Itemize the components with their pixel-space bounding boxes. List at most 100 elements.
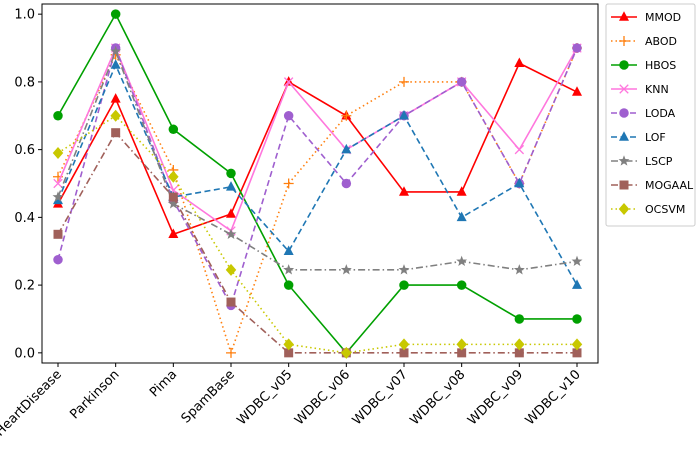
marker-diamond	[52, 147, 64, 160]
marker-star	[110, 45, 122, 57]
marker-triangle	[168, 228, 179, 239]
marker-circle	[168, 124, 179, 135]
marker-triangle	[619, 131, 629, 141]
series-line	[57, 62, 578, 286]
x-tick-label: Pima	[147, 367, 180, 400]
marker-circle	[619, 108, 629, 118]
x-tick-label: WDBC_v09	[465, 367, 526, 428]
marker-triangle	[341, 143, 352, 154]
marker-triangle	[399, 186, 409, 196]
marker-square	[514, 348, 524, 358]
legend-entry: LSCP	[611, 155, 673, 168]
marker-circle	[110, 9, 121, 19]
marker-diamond	[341, 346, 352, 359]
marker-square	[111, 128, 121, 138]
marker-circle	[283, 280, 294, 290]
x-tick-label: WDBC_v08	[407, 367, 468, 428]
marker-triangle	[110, 93, 121, 103]
marker-circle	[572, 43, 582, 53]
marker-plus	[283, 178, 294, 189]
marker-diamond	[456, 338, 467, 351]
x-tick-label: HeartDisease	[0, 367, 65, 439]
legend-entry: LODA	[611, 107, 676, 120]
marker-diamond	[514, 338, 525, 351]
marker-diamond	[225, 263, 237, 276]
marker-triangle	[456, 186, 467, 196]
legend-entry: HBOS	[611, 59, 676, 72]
marker-diamond	[283, 338, 294, 351]
marker-circle	[53, 111, 63, 121]
marker-triangle	[110, 59, 121, 69]
legend-label: LOF	[645, 131, 666, 144]
marker-triangle	[572, 279, 582, 289]
series-ocsvm	[52, 109, 583, 359]
series-mmod	[53, 57, 582, 239]
legend-label: MOGAAL	[645, 179, 694, 192]
series-line	[57, 49, 578, 271]
legend-entry: ABOD	[611, 35, 677, 48]
marker-star	[167, 198, 179, 209]
marker-star	[52, 191, 64, 202]
series-line	[57, 45, 578, 308]
x-tick-label: SpamBase	[179, 367, 238, 426]
series-layer	[52, 9, 583, 359]
marker-triangle	[572, 86, 582, 96]
marker-diamond	[168, 170, 179, 183]
x-tick-label: WDBC_v05	[234, 367, 295, 428]
legend-label: MMOD	[645, 11, 681, 24]
legend-frame	[605, 3, 696, 227]
marker-triangle	[399, 110, 409, 120]
series-hbos	[53, 9, 582, 358]
series-mogaal	[53, 128, 582, 358]
legend-label: LSCP	[645, 155, 673, 168]
series-line	[57, 47, 578, 356]
series-lscp	[52, 45, 583, 275]
legend-entry: LOF	[611, 131, 666, 144]
plot-frame	[41, 3, 599, 364]
legend-entry: KNN	[611, 83, 669, 96]
x-tick-label: Parkinson	[67, 367, 122, 422]
marker-triangle	[456, 211, 467, 222]
marker-circle	[572, 314, 582, 324]
marker-star	[618, 155, 630, 166]
legend-entry: MMOD	[611, 11, 681, 24]
series-line	[57, 114, 577, 354]
marker-plus	[399, 76, 409, 87]
marker-star	[571, 255, 583, 267]
legend-label: KNN	[645, 83, 669, 96]
series-line	[57, 12, 577, 355]
marker-circle	[283, 111, 294, 121]
marker-circle	[619, 60, 629, 70]
marker-circle	[514, 314, 525, 324]
marker-diamond	[571, 338, 583, 351]
y-tick-label: 1.0	[14, 8, 35, 23]
marker-star	[398, 264, 410, 275]
marker-triangle	[514, 177, 525, 188]
marker-x	[514, 144, 525, 155]
y-tick-label: 0.4	[14, 211, 35, 226]
marker-square	[168, 192, 178, 202]
x-tick-label: WDBC_v10	[523, 367, 584, 428]
marker-circle	[399, 280, 409, 290]
series-line	[57, 131, 577, 354]
series-line	[57, 62, 578, 236]
marker-star	[456, 255, 468, 267]
legend-label: LODA	[645, 107, 676, 120]
marker-triangle	[226, 181, 236, 191]
marker-square	[619, 180, 629, 190]
marker-square	[226, 297, 236, 307]
marker-square	[457, 348, 467, 358]
marker-triangle	[514, 57, 525, 68]
series-line	[57, 45, 578, 233]
legend-entry: OCSVM	[611, 203, 685, 216]
marker-triangle	[619, 11, 629, 21]
marker-star	[283, 264, 295, 275]
marker-square	[53, 229, 63, 239]
marker-diamond	[398, 338, 410, 351]
marker-plus	[341, 110, 352, 121]
x-axis: HeartDisease Parkinson PimaSpamBaseWDBC_v0…	[0, 363, 584, 440]
legend-label: HBOS	[645, 59, 676, 72]
x-tick-label: WDBC_v06	[292, 367, 353, 428]
x-tick-label: WDBC_v07	[350, 367, 411, 428]
